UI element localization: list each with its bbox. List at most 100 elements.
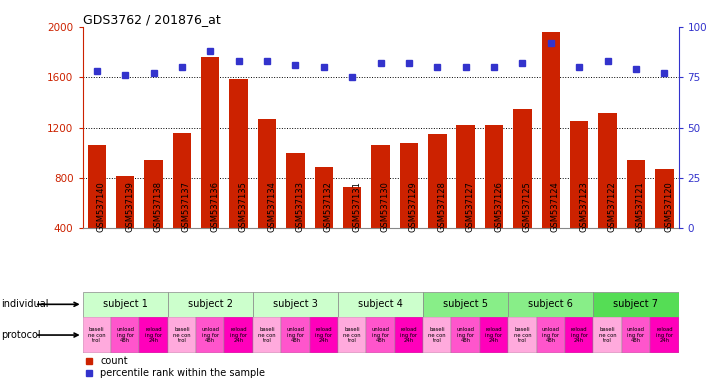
Text: GSM537129: GSM537129: [409, 181, 418, 232]
Bar: [650, 317, 679, 353]
Bar: [423, 292, 508, 317]
Bar: [457, 125, 475, 228]
Bar: [513, 109, 531, 228]
Bar: [343, 187, 361, 228]
Text: protocol: protocol: [1, 330, 41, 340]
Text: reload
ing for
24h: reload ing for 24h: [401, 327, 417, 343]
Bar: [225, 317, 253, 353]
Text: baseli
ne con
trol: baseli ne con trol: [173, 327, 191, 343]
Text: GSM537128: GSM537128: [437, 181, 447, 232]
Bar: [627, 161, 645, 228]
Text: reload
ing for
24h: reload ing for 24h: [656, 327, 673, 343]
Text: GSM537139: GSM537139: [125, 181, 134, 232]
Text: reload
ing for
24h: reload ing for 24h: [145, 327, 162, 343]
Text: unload
ing for
48h: unload ing for 48h: [457, 327, 475, 343]
Bar: [598, 113, 617, 228]
Text: baseli
ne con
trol: baseli ne con trol: [88, 327, 106, 343]
Text: GSM537132: GSM537132: [324, 181, 332, 232]
Bar: [508, 292, 593, 317]
Bar: [281, 317, 309, 353]
Bar: [366, 317, 395, 353]
Bar: [111, 317, 139, 353]
Bar: [314, 167, 333, 228]
Bar: [485, 125, 503, 228]
Bar: [593, 292, 679, 317]
Bar: [83, 292, 168, 317]
Text: subject 4: subject 4: [358, 299, 403, 310]
Bar: [371, 145, 390, 228]
Text: percentile rank within the sample: percentile rank within the sample: [101, 368, 266, 379]
Bar: [253, 292, 338, 317]
Text: unload
ing for
48h: unload ing for 48h: [116, 327, 134, 343]
Bar: [536, 317, 565, 353]
Bar: [139, 317, 168, 353]
Text: GSM537130: GSM537130: [381, 181, 390, 232]
Bar: [201, 57, 220, 228]
Text: baseli
ne con
trol: baseli ne con trol: [599, 327, 616, 343]
Bar: [565, 317, 593, 353]
Text: reload
ing for
24h: reload ing for 24h: [315, 327, 332, 343]
Text: subject 7: subject 7: [613, 299, 658, 310]
Text: unload
ing for
48h: unload ing for 48h: [286, 327, 304, 343]
Text: GSM537134: GSM537134: [267, 181, 276, 232]
Text: unload
ing for
48h: unload ing for 48h: [201, 327, 219, 343]
Text: subject 3: subject 3: [273, 299, 318, 310]
Text: GSM537126: GSM537126: [494, 181, 503, 232]
Text: GSM537137: GSM537137: [182, 180, 191, 232]
Text: reload
ing for
24h: reload ing for 24h: [571, 327, 588, 343]
Bar: [570, 121, 589, 228]
Text: GSM537135: GSM537135: [238, 181, 248, 232]
Text: GSM537124: GSM537124: [551, 181, 560, 232]
Bar: [168, 292, 253, 317]
Bar: [83, 317, 111, 353]
Text: subject 5: subject 5: [443, 299, 488, 310]
Text: subject 2: subject 2: [188, 299, 233, 310]
Text: GSM537136: GSM537136: [210, 180, 219, 232]
Bar: [541, 32, 560, 228]
Bar: [230, 79, 248, 228]
Text: individual: individual: [1, 299, 49, 310]
Text: reload
ing for
24h: reload ing for 24h: [230, 327, 247, 343]
Bar: [423, 317, 452, 353]
Bar: [428, 134, 447, 228]
Bar: [116, 175, 134, 228]
Bar: [395, 317, 423, 353]
Text: unload
ing for
48h: unload ing for 48h: [627, 327, 645, 343]
Text: subject 1: subject 1: [103, 299, 148, 310]
Bar: [309, 317, 338, 353]
Bar: [258, 119, 276, 228]
Bar: [286, 153, 304, 228]
Bar: [452, 317, 480, 353]
Text: subject 6: subject 6: [528, 299, 573, 310]
Text: GSM537131: GSM537131: [352, 181, 361, 232]
Bar: [593, 317, 622, 353]
Bar: [622, 317, 650, 353]
Bar: [196, 317, 225, 353]
Text: baseli
ne con
trol: baseli ne con trol: [343, 327, 361, 343]
Bar: [655, 169, 673, 228]
Bar: [144, 161, 163, 228]
Bar: [172, 133, 191, 228]
Text: GSM537120: GSM537120: [664, 181, 673, 232]
Text: baseli
ne con
trol: baseli ne con trol: [429, 327, 446, 343]
Text: GSM537123: GSM537123: [579, 181, 588, 232]
Bar: [168, 317, 196, 353]
Text: GSM537127: GSM537127: [466, 181, 475, 232]
Bar: [508, 317, 536, 353]
Bar: [480, 317, 508, 353]
Text: count: count: [101, 356, 128, 366]
Bar: [338, 317, 366, 353]
Bar: [88, 145, 106, 228]
Text: GSM537121: GSM537121: [636, 181, 645, 232]
Bar: [253, 317, 281, 353]
Text: baseli
ne con
trol: baseli ne con trol: [513, 327, 531, 343]
Text: unload
ing for
48h: unload ing for 48h: [542, 327, 560, 343]
Text: GSM537138: GSM537138: [154, 180, 162, 232]
Bar: [400, 143, 418, 228]
Text: GDS3762 / 201876_at: GDS3762 / 201876_at: [83, 13, 220, 26]
Text: baseli
ne con
trol: baseli ne con trol: [258, 327, 276, 343]
Text: GSM537122: GSM537122: [607, 181, 617, 232]
Text: GSM537140: GSM537140: [97, 181, 106, 232]
Text: GSM537133: GSM537133: [295, 180, 304, 232]
Bar: [338, 292, 423, 317]
